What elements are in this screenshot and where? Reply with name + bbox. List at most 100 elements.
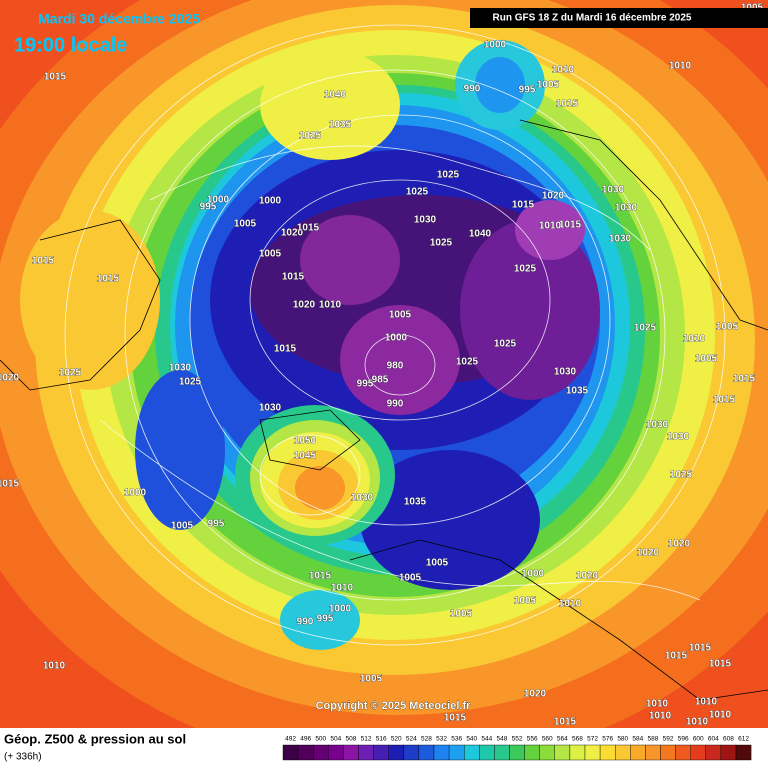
isobar-label: 1015 [97, 274, 120, 285]
isobar-label: 1005 [426, 558, 449, 569]
copyright: Copyright © 2025 Meteociel.fr [316, 700, 472, 712]
legend-swatch [675, 744, 691, 761]
legend-label: 612 [738, 736, 749, 743]
isobar-label: 1015 [512, 200, 535, 211]
legend-swatch [403, 744, 420, 761]
isobar-label: 1010 [646, 699, 669, 710]
isobar-label: 1020 [524, 689, 547, 700]
isobar-label: 1015 [297, 223, 320, 234]
isobar-label: 1030 [169, 363, 192, 374]
isobar-label: 1025 [179, 377, 202, 388]
isobar-label: 1010 [43, 661, 66, 672]
isobar-label: 1000 [484, 40, 507, 51]
isobar-label: 1020 [637, 548, 660, 559]
legend-swatch [539, 744, 556, 761]
legend-swatch [297, 744, 314, 761]
legend-label: 588 [648, 736, 659, 743]
isobar-label: 1015 [556, 99, 579, 110]
legend-label: 584 [632, 736, 643, 743]
isobar-label: 990 [464, 84, 481, 95]
isobar-label: 1020 [576, 571, 599, 582]
legend-swatch [328, 744, 344, 761]
isobar-label: 1025 [494, 339, 517, 350]
isobar-label: 1015 [0, 479, 20, 490]
isobar-label: 1000 [259, 196, 282, 207]
legend-swatch [313, 744, 329, 761]
isobar-label: 1020 [293, 300, 316, 311]
isobar-label: 1005 [716, 322, 739, 333]
legend-label: 496 [300, 736, 311, 743]
isobar-label: 1005 [514, 596, 537, 607]
isobar-label: 1035 [566, 386, 589, 397]
isobar-label: 1015 [733, 374, 756, 385]
legend-swatch [599, 744, 616, 761]
legend-label: 524 [406, 736, 417, 743]
isobar-label: 1010 [319, 300, 342, 311]
isobar-label: 1010 [686, 717, 709, 728]
legend-label: 560 [542, 736, 553, 743]
legend: 492 496 500 504 508 512 516 520 524 528 532 536 540 5… [282, 736, 752, 761]
isobar-label: 1010 [683, 334, 706, 345]
legend-label: 568 [572, 736, 583, 743]
legend-label: 508 [346, 736, 357, 743]
isobar-label: 995 [200, 202, 217, 213]
date: Mardi 30 décembre 2025 [38, 11, 200, 27]
isobar-label: 1010 [552, 65, 575, 76]
legend-label: 544 [481, 736, 492, 743]
legend-label: 520 [391, 736, 402, 743]
isobar-label: 995 [357, 379, 374, 390]
isobar-label: 1030 [667, 432, 690, 443]
legend-swatch [630, 744, 646, 761]
legend-swatch [418, 744, 435, 761]
isobar-label: 1005 [234, 219, 257, 230]
run-box [470, 8, 768, 28]
isobar-label: 995 [317, 614, 334, 625]
legend-swatch [524, 744, 540, 761]
isobar-label: 1010 [695, 697, 718, 708]
legend-swatch [358, 744, 374, 761]
legend-swatch [720, 744, 737, 761]
isobar-label: 1025 [437, 170, 460, 181]
footer-lead: (+ 336h) [4, 752, 42, 763]
legend-label: 564 [557, 736, 568, 743]
isobar-label: 1030 [615, 203, 638, 214]
isobar-label: 1035 [329, 120, 352, 131]
isobar-label: 1000 [207, 195, 230, 206]
legend-label: 592 [663, 736, 674, 743]
legend-swatch [569, 744, 586, 761]
legend-swatch [282, 744, 299, 761]
legend-label: 556 [527, 736, 538, 743]
isobar-label: 1025 [430, 238, 453, 249]
legend-label: 604 [708, 736, 719, 743]
isobar-label: 990 [387, 399, 404, 410]
isobar-label: 1015 [713, 395, 736, 406]
legend-swatch [554, 744, 571, 761]
isobar-label: 1015 [559, 220, 582, 231]
legend-label: 492 [285, 736, 296, 743]
isobar-label: 1015 [444, 713, 467, 724]
isobar-label: 1045 [294, 451, 317, 462]
isobar-label: 995 [208, 519, 225, 530]
legend-label: 576 [602, 736, 613, 743]
isobar-label: 1015 [709, 659, 732, 670]
isobar-label: 1030 [602, 185, 625, 196]
isobar-label: 1005 [537, 80, 560, 91]
isobar-label: 990 [297, 617, 314, 628]
legend-swatch [645, 744, 661, 761]
isobar-label: 1005 [259, 249, 282, 260]
legend-label: 572 [587, 736, 598, 743]
legend-swatch [690, 744, 707, 761]
legend-label: 540 [466, 736, 477, 743]
legend-label: 504 [330, 736, 341, 743]
legend-label: 548 [497, 736, 508, 743]
legend-label: 516 [376, 736, 387, 743]
isobar-label: 1010 [559, 599, 582, 610]
isobar-label: 1005 [171, 521, 194, 532]
isobar-label: 1010 [331, 583, 354, 594]
isobar-label: 1020 [542, 191, 565, 202]
isobar-label: 1025 [634, 323, 657, 334]
isobar-label: 1025 [299, 131, 322, 142]
isobar-label: 1010 [709, 710, 732, 721]
